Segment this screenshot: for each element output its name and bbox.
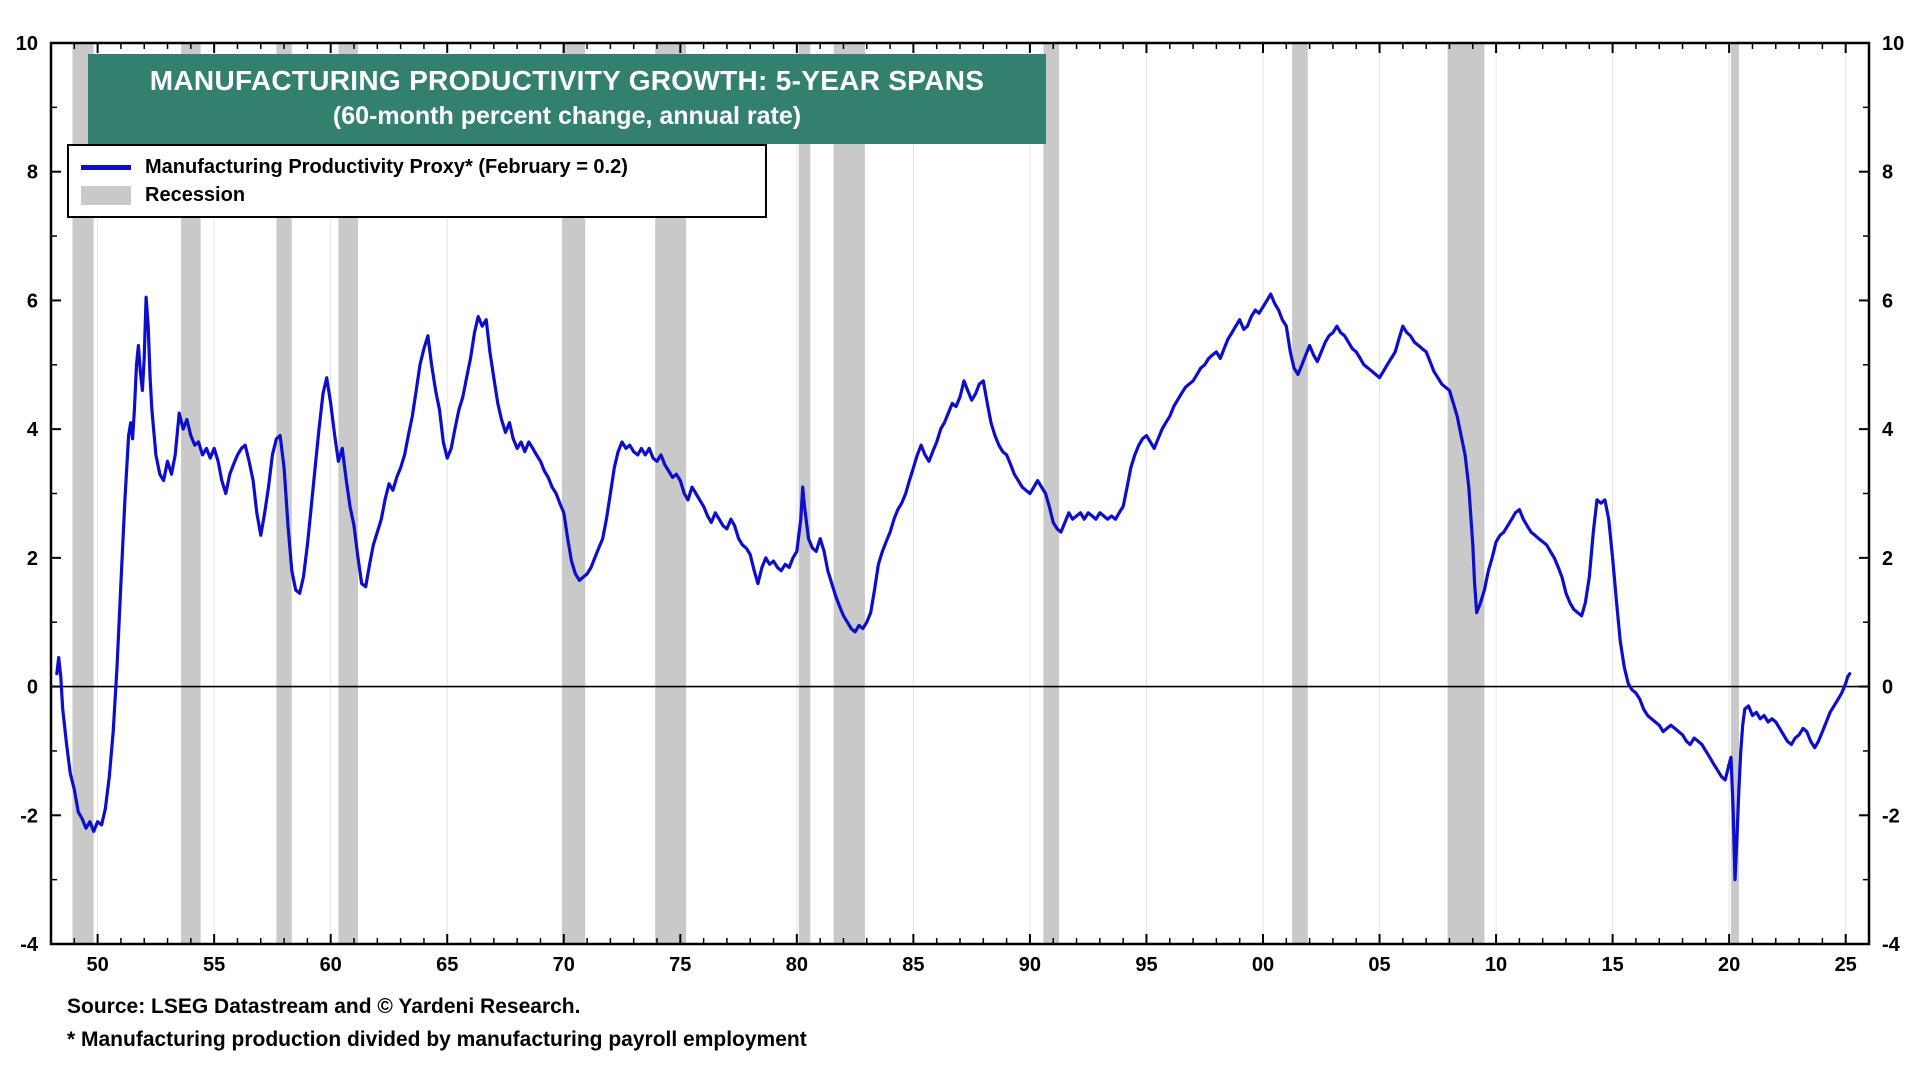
y-axis-label: 10 [16,33,38,55]
y-axis-label: 6 [1882,290,1893,312]
chart-title-box: MANUFACTURING PRODUCTIVITY GROWTH: 5-YEA… [88,54,1046,144]
source-note: Source: LSEG Datastream and © Yardeni Re… [67,995,581,1018]
y-axis-label: -2 [1882,805,1900,827]
recession-band [1447,43,1485,944]
y-axis-label: 4 [1882,419,1894,441]
x-axis-label: 85 [902,954,924,976]
y-axis-label: 8 [27,162,38,184]
footer: Source: LSEG Datastream and © Yardeni Re… [67,990,807,1056]
y-axis-label: 0 [27,677,38,699]
legend-recession-swatch-icon [81,185,131,205]
legend-series-label: Manufacturing Productivity Proxy* (Febru… [145,155,628,178]
productivity-line [55,292,1852,882]
y-axis-label: 4 [27,419,39,441]
y-axis-label: 2 [1882,548,1893,570]
plot-frame [49,41,1871,946]
x-axis-label: 10 [1485,954,1507,976]
recession-band [181,43,201,944]
x-axis-label: 05 [1368,954,1390,976]
recession-band [276,43,292,944]
y-axis-label: 0 [1882,677,1893,699]
x-axis-label: 00 [1252,954,1274,976]
x-axis-label: 55 [203,954,225,976]
x-axis-label: 20 [1718,954,1740,976]
recession-band [833,43,865,944]
y-axis-label: 2 [27,548,38,570]
x-axis-label: 60 [320,954,342,976]
chart-title: MANUFACTURING PRODUCTIVITY GROWTH: 5-YEA… [149,65,985,96]
legend-series-row: Manufacturing Productivity Proxy* (Febru… [81,153,753,181]
chart-subtitle: (60-month percent change, annual rate) [332,102,802,130]
recession-band [1731,43,1739,944]
definition-note: * Manufacturing production divided by ma… [67,1028,807,1051]
x-axis-label: 95 [1135,954,1157,976]
recession-band [561,43,586,944]
y-axis-label: 10 [1882,33,1904,55]
x-axis-label: 50 [86,954,108,976]
x-axis-label: 90 [1019,954,1041,976]
legend-line-swatch-icon [81,164,131,170]
x-axis-label: 70 [553,954,575,976]
y-axis-label: 8 [1882,162,1893,184]
y-axis-label: -4 [20,934,39,956]
recession-band [72,43,94,944]
y-axis-label: -4 [1882,934,1901,956]
x-axis-label: 75 [669,954,691,976]
legend-recession-row: Recession [81,181,753,209]
x-axis-label: 65 [436,954,458,976]
x-axis-label: 80 [786,954,808,976]
recession-band [1043,43,1060,944]
legend: Manufacturing Productivity Proxy* (Febru… [67,144,767,218]
legend-recession-label: Recession [145,183,246,206]
y-axis-label: 6 [27,290,38,312]
x-axis-label: 25 [1835,954,1857,976]
x-axis-label: 15 [1601,954,1623,976]
y-axis-label: -2 [20,805,38,827]
recession-band [1292,43,1308,944]
